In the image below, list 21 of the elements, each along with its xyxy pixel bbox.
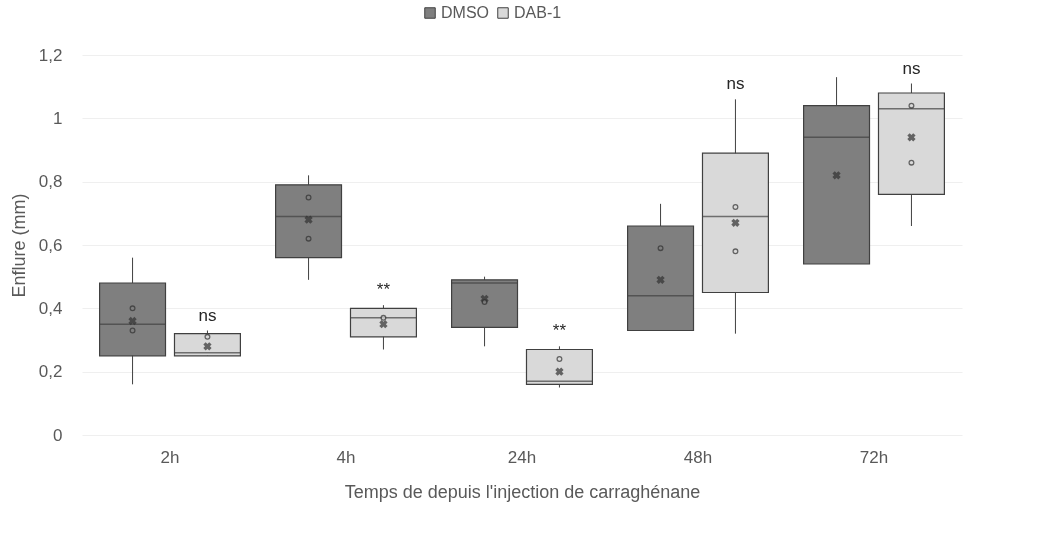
y-tick-label: 0: [53, 425, 63, 445]
y-tick-label: 0,4: [38, 298, 63, 318]
annotation: **: [376, 280, 391, 300]
y-tick-label: 0,8: [38, 172, 63, 192]
annotation: **: [552, 321, 567, 341]
legend-label: DMSO: [441, 4, 489, 21]
y-tick-label: 1,2: [38, 45, 63, 65]
x-tick-label: 4h: [336, 447, 356, 467]
y-tick-label: 1: [53, 108, 63, 128]
legend-label: DAB-1: [514, 4, 562, 21]
y-tick-label: 0,2: [38, 362, 63, 382]
y-axis-title: Enflure (mm): [8, 193, 29, 298]
annotation: ns: [198, 305, 217, 325]
annotation: ns: [726, 74, 745, 94]
y-tick-label: 0,6: [38, 235, 63, 255]
x-tick-label: 72h: [859, 447, 889, 467]
x-tick-label: 24h: [507, 447, 537, 467]
x-tick-label: 2h: [160, 447, 180, 467]
annotation: ns: [902, 58, 921, 78]
x-axis-title: Temps de depuis l'injection de carraghénane: [344, 481, 701, 502]
x-tick-label: 48h: [683, 447, 713, 467]
